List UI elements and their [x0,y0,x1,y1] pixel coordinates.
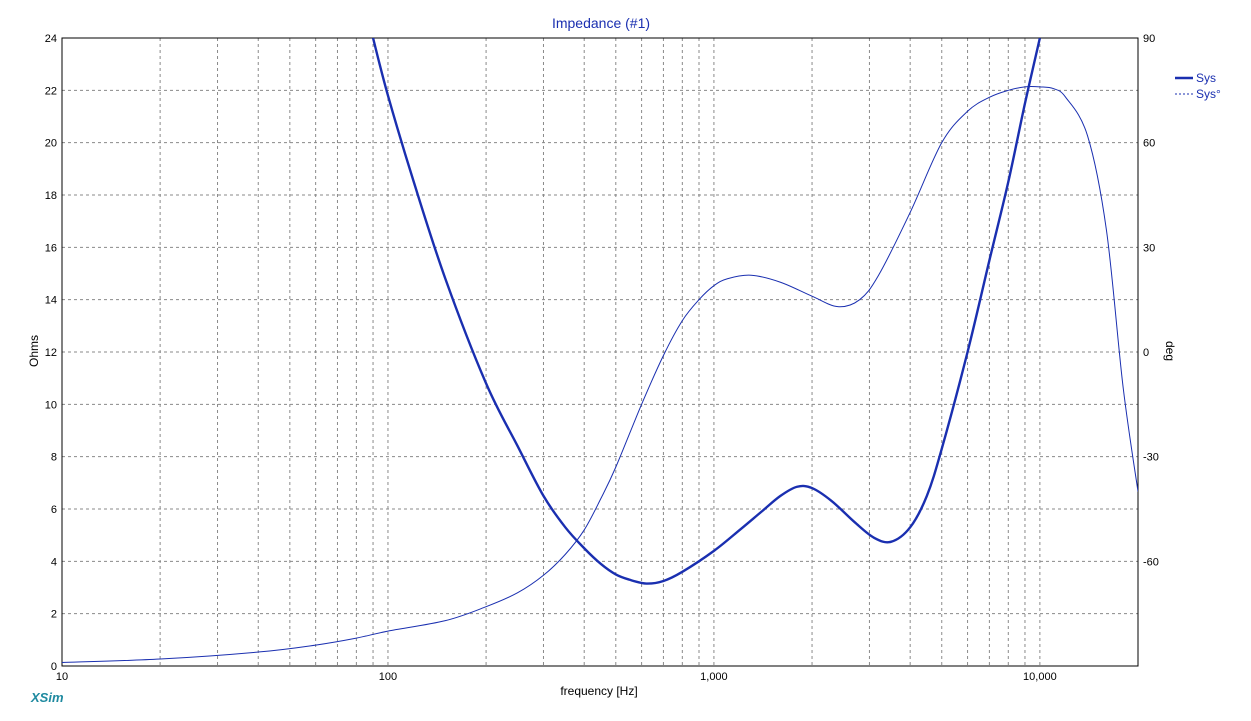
plot-frame [61,37,1139,667]
series-layer [62,38,1138,664]
series-line-1 [62,86,1138,664]
y-tick-label: 12 [45,347,57,359]
y-tick-label: 6 [51,504,57,516]
y2-tick-label: 0 [1143,347,1149,359]
y2-tick-label: 60 [1143,138,1155,150]
chart-title: Impedance (#1) [552,15,650,31]
x-axis-label: frequency [Hz] [560,684,637,698]
y-tick-label: 14 [45,295,57,307]
y2-axis-label: deg [1163,341,1177,361]
x-tick-label: 10,000 [1023,671,1057,683]
x-tick-label: 1,000 [700,671,728,683]
x-tick-label: 100 [379,671,397,683]
y2-tick-label: 90 [1143,33,1155,45]
legend-entry: Sys° [1196,87,1221,101]
y2-tick-label: -60 [1143,556,1159,568]
y-tick-label: 22 [45,85,57,97]
y-tick-label: 24 [45,33,57,45]
x-tick-label: 10 [56,671,68,683]
y-tick-label: 2 [51,609,57,621]
y-tick-label: 20 [45,138,57,150]
grid [62,38,1138,666]
xsim-logo: XSim [30,690,64,705]
y-tick-label: 10 [45,399,57,411]
y2-tick-label: -30 [1143,452,1159,464]
legend-entry: Sys [1196,71,1216,85]
y-tick-label: 0 [51,661,57,673]
y-axis-label: Ohms [27,335,41,367]
y-tick-label: 18 [45,190,57,202]
series-line-0 [371,38,1042,585]
y2-tick-label: 30 [1143,242,1155,254]
y-tick-label: 8 [51,452,57,464]
y-tick-label: 4 [51,556,57,568]
y-tick-label: 16 [45,242,57,254]
legend: Sys Sys° [1175,71,1221,101]
